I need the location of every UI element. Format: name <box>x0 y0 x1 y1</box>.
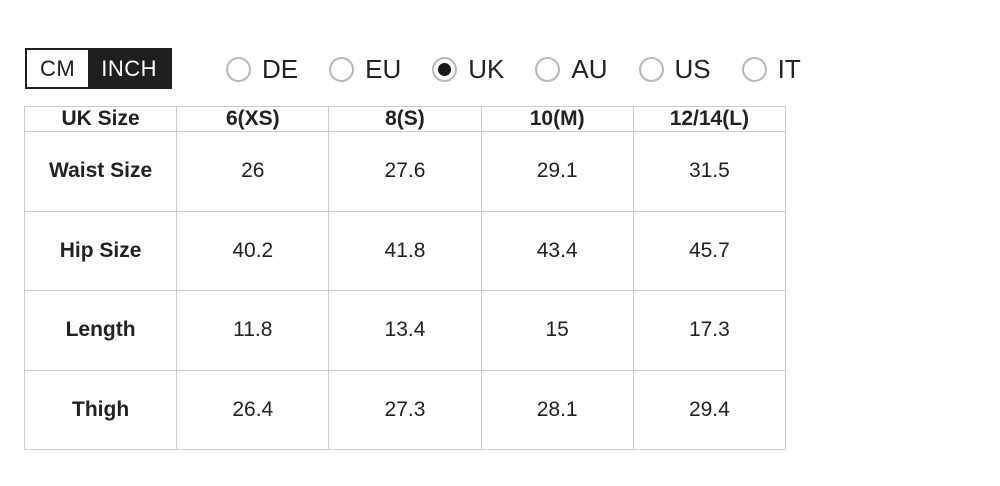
column-header: UK Size <box>23 106 178 132</box>
table-cell: 43.4 <box>480 210 634 291</box>
region-radio-label: US <box>674 54 711 84</box>
radio-icon <box>535 56 561 82</box>
region-radio-eu[interactable]: EU <box>329 56 401 82</box>
radio-dot-icon <box>645 63 658 76</box>
table-row: Hip Size 40.2 41.8 43.4 45.7 <box>23 210 787 291</box>
unit-option-cm[interactable]: CM <box>27 50 89 87</box>
table-cell: 29.1 <box>480 131 634 212</box>
table-cell: 26.4 <box>176 369 330 450</box>
region-radio-us[interactable]: US <box>638 54 711 84</box>
table-cell: 17.3 <box>632 290 787 371</box>
radio-icon <box>638 56 664 82</box>
region-radio-de[interactable]: DE <box>226 56 298 82</box>
radio-dot-icon <box>232 63 245 76</box>
region-radio-it[interactable]: IT <box>741 54 801 84</box>
radio-dot-icon <box>335 63 348 76</box>
unit-toggle: CM INCH <box>25 48 172 89</box>
table-cell: 15 <box>480 290 634 371</box>
column-header: 12/14(L) <box>632 106 787 132</box>
radio-dot-icon <box>748 63 761 76</box>
radio-dot-icon <box>438 62 452 76</box>
table-cell: 29.4 <box>632 369 787 450</box>
row-label: Hip Size <box>23 210 178 291</box>
radio-icon <box>226 56 251 82</box>
radio-icon <box>432 56 458 82</box>
table-row: Length 11.8 13.4 15 17.3 <box>23 290 787 371</box>
unit-option-inch[interactable]: INCH <box>88 50 170 87</box>
table-cell: 26 <box>176 131 330 212</box>
table-cell: 13.4 <box>328 290 482 371</box>
region-radio-label: IT <box>777 54 801 84</box>
radio-icon <box>741 56 767 82</box>
radio-dot-icon <box>541 63 554 76</box>
row-label: Waist Size <box>23 131 178 212</box>
table-header-row: UK Size 6(XS) 8(S) 10(M) 12/14(L) <box>23 106 787 132</box>
table-cell: 41.8 <box>328 210 482 291</box>
region-radio-uk[interactable]: UK <box>432 56 504 82</box>
radio-icon <box>329 56 355 82</box>
region-radio-label: AU <box>571 54 608 84</box>
table-cell: 28.1 <box>480 369 634 450</box>
table-cell: 11.8 <box>176 290 330 371</box>
table-cell: 27.6 <box>328 131 482 212</box>
region-radio-au[interactable]: AU <box>535 54 608 84</box>
row-label: Length <box>23 290 178 371</box>
column-header: 8(S) <box>328 106 482 132</box>
table-cell: 40.2 <box>176 210 330 291</box>
region-radio-group: DE EU UK AU US IT <box>226 54 801 84</box>
table-cell: 45.7 <box>632 210 787 291</box>
table-row: Thigh 26.4 27.3 28.1 29.4 <box>23 369 787 450</box>
table-cell: 27.3 <box>328 369 482 450</box>
row-label: Thigh <box>23 369 178 450</box>
column-header: 6(XS) <box>176 106 330 132</box>
region-radio-label: EU <box>365 54 402 84</box>
table-row: Waist Size 26 27.6 29.1 31.5 <box>23 131 787 212</box>
region-radio-label: DE <box>262 54 299 84</box>
size-chart-table: UK Size 6(XS) 8(S) 10(M) 12/14(L) Waist … <box>23 106 787 450</box>
column-header: 10(M) <box>480 106 634 132</box>
table-cell: 31.5 <box>632 131 787 212</box>
region-radio-label: UK <box>468 54 505 84</box>
